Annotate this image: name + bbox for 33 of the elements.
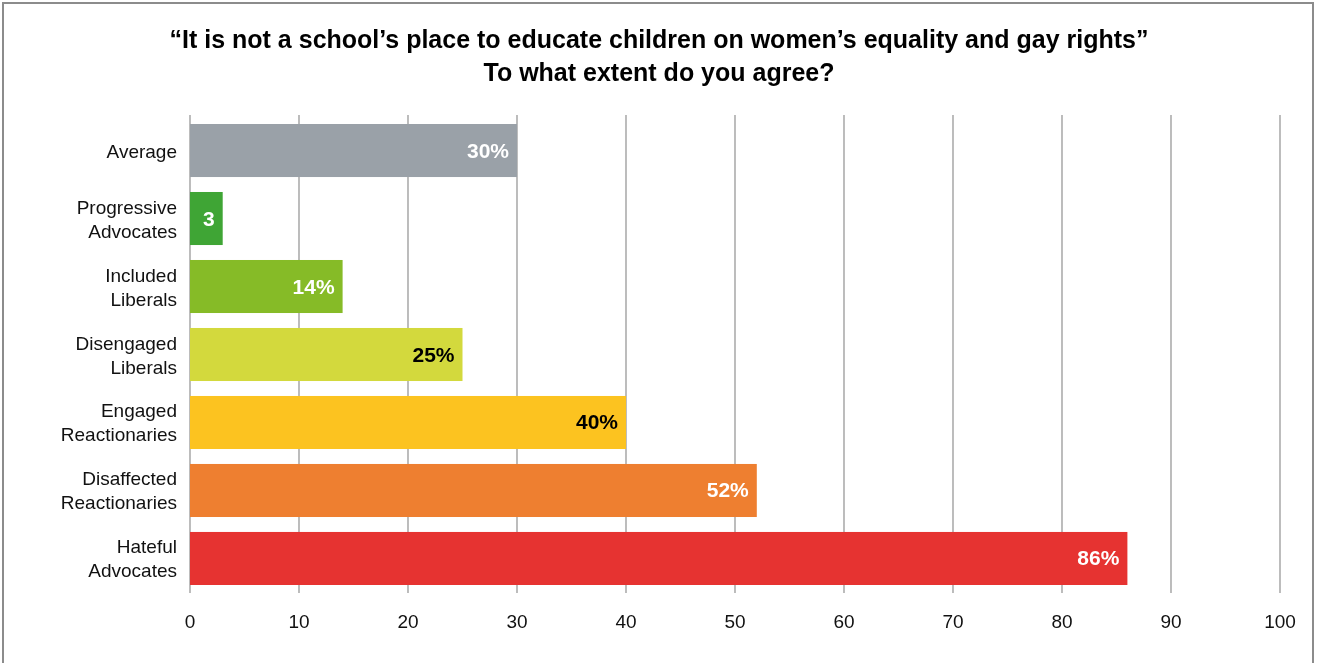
data-label: 25%	[412, 342, 455, 366]
x-tick-label: 90	[1160, 611, 1182, 632]
bar	[190, 327, 463, 382]
y-tick-label: Disaffected Reactionaries	[60, 468, 177, 514]
y-tick-label: Disengaged Liberals	[75, 332, 177, 378]
data-label: 40%	[575, 410, 619, 434]
x-tick-label: 20	[397, 611, 419, 632]
bar	[190, 124, 517, 178]
data-label: 86%	[1077, 546, 1120, 570]
x-tick-label: 80	[1051, 611, 1073, 632]
data-label: 52%	[706, 478, 750, 502]
x-tick-label: 100	[1264, 611, 1296, 632]
bar	[190, 531, 1128, 585]
x-tick-label: 50	[724, 611, 746, 632]
bar	[190, 395, 626, 450]
data-label: 30%	[466, 138, 510, 162]
bar	[190, 259, 343, 314]
x-tick-label: 30	[506, 611, 528, 632]
y-tick-label: Engaged Reactionaries	[60, 400, 177, 446]
y-tick-label: Hateful Advocates	[88, 536, 177, 582]
data-label: 3	[203, 206, 215, 230]
bar	[190, 191, 223, 246]
x-tick-label: 60	[833, 611, 855, 632]
x-tick-label: 70	[942, 611, 964, 632]
chart-title: “It is not a school’s place to educate children on women’s equality and gay rights” To what extent do you agree?	[169, 25, 1149, 86]
data-label: 14%	[292, 274, 335, 298]
y-tick-label: Included Liberals	[105, 264, 177, 310]
x-tick-label: 10	[288, 611, 310, 632]
y-tick-label: Average	[106, 140, 177, 162]
x-tick-label: 40	[615, 611, 637, 632]
x-tick-label: 0	[184, 611, 196, 632]
y-tick-label: Progressive Advocates	[76, 196, 177, 242]
bar	[190, 463, 757, 518]
